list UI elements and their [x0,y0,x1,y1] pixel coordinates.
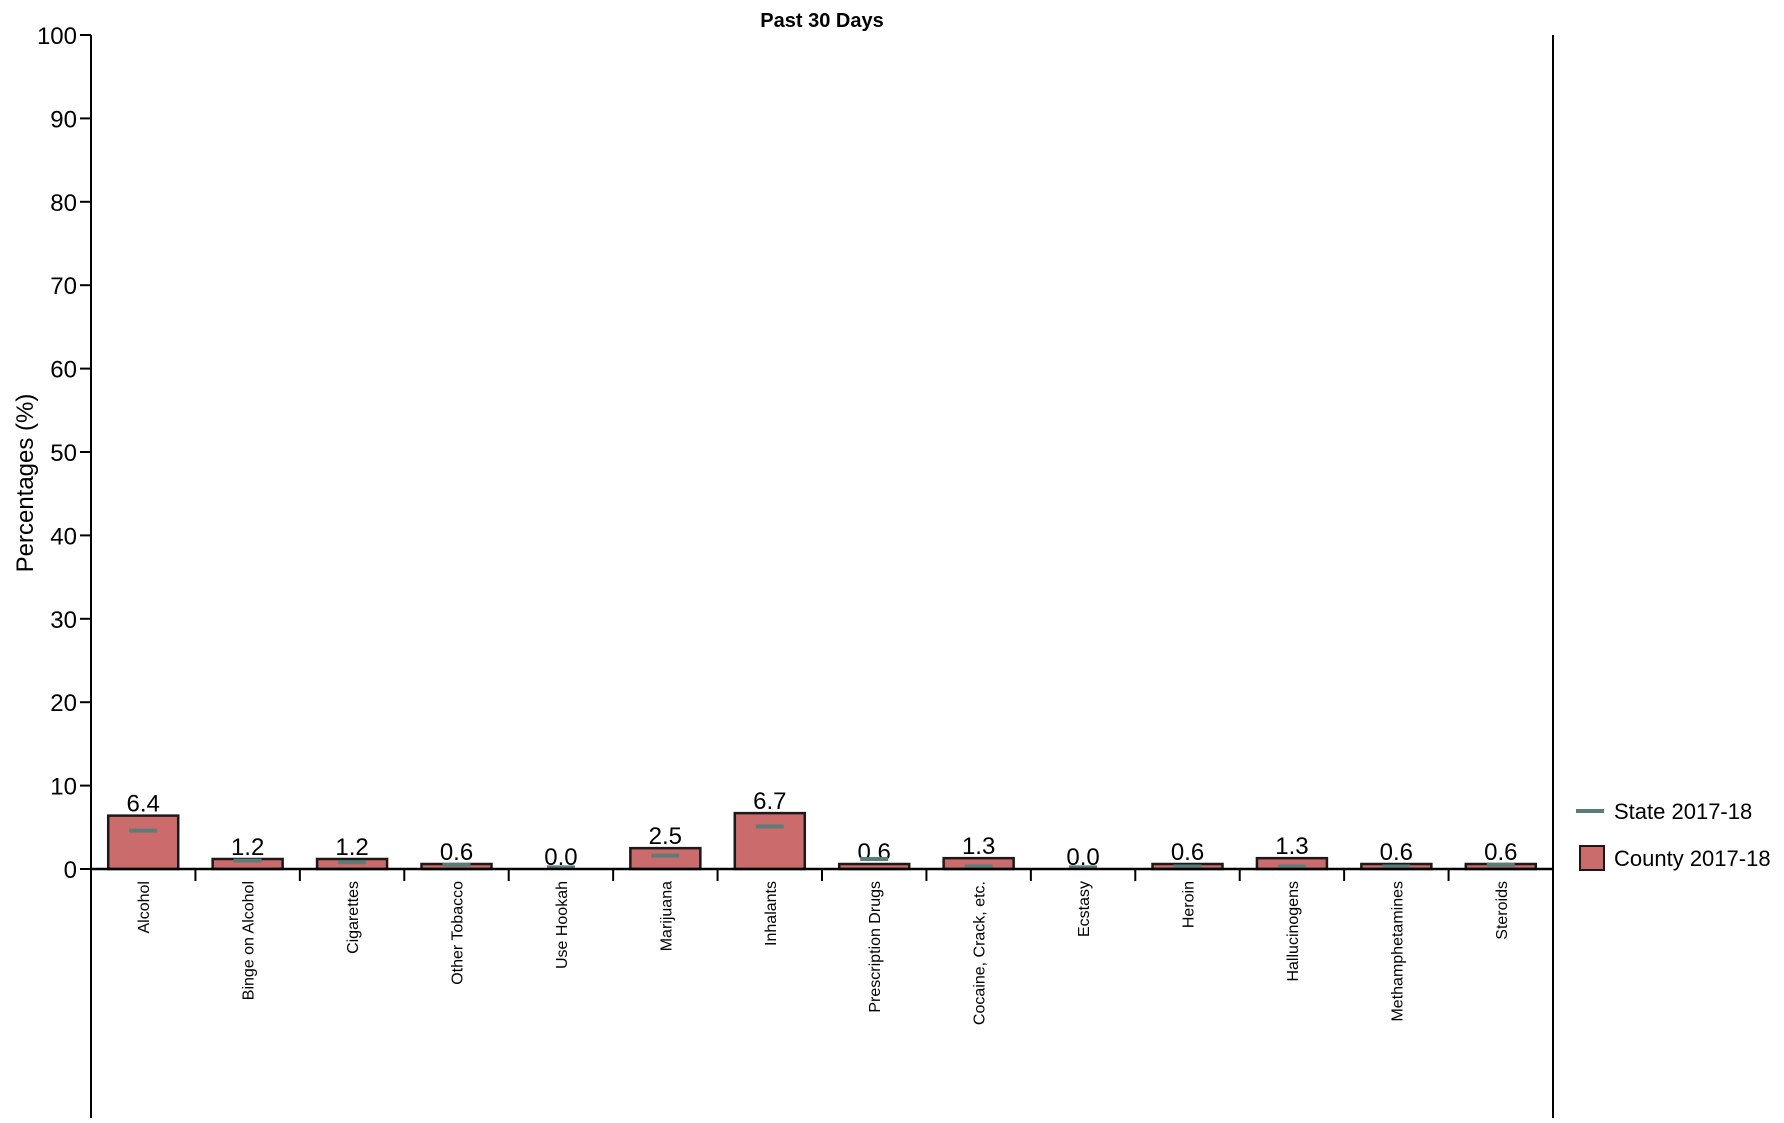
x-tick-label: Marijuana [658,881,675,951]
x-tick-label: Ecstasy [1076,881,1093,937]
x-tick-label: Methamphetamines [1389,881,1406,1022]
bar-county [733,811,807,871]
bar-value-label: 0.6 [1380,839,1413,866]
y-tick-label: 90 [50,106,77,133]
bar-value-label: 6.4 [127,791,160,818]
bar-value-label: 0.6 [1484,839,1517,866]
bars: 6.41.2 1.2 0.6 0.02.56.70.6 1.3 0.0 0.6 1.3 0.6 0… [106,788,1538,871]
legend-state-label: State 2017-18 [1614,799,1752,824]
legend: State 2017-18 County 2017-18 [1576,799,1771,871]
x-tick-label: Cigarettes [345,881,362,954]
x-tick-label: Heroin [1181,881,1198,928]
x-tick-label: Other Tobacco [450,881,467,985]
x-tick-label: Inhalants [763,881,780,946]
bar-value-label: 6.7 [753,788,786,815]
bar-value-label: 1.2 [335,834,368,861]
x-tick-label: Binge on Alcohol [241,881,258,1000]
legend-county-swatch [1579,845,1605,871]
bar-value-label: 2.5 [649,823,682,850]
y-tick-label: 10 [50,774,77,801]
y-tick-label: 0 [64,857,77,884]
y-tick-label: 100 [37,23,77,50]
y-tick-label: 20 [50,690,77,717]
bar-value-label: 1.3 [1275,833,1308,860]
bar-county [629,846,702,871]
y-tick-label: 50 [50,440,77,467]
y-axis: 0 10 20 30 40 50 60 70 80 90 100 [37,23,91,884]
bar-value-label: 1.2 [231,834,264,861]
bar-value-label: 0.6 [858,839,891,866]
bar-value-label: 0.6 [1171,839,1204,866]
x-tick-label: Cocaine, Crack, etc. [972,881,989,1025]
y-tick-label: 40 [50,523,77,550]
x-tick-label: Steroids [1494,881,1511,940]
x-axis: Alcohol Binge on Alcohol Cigarettes Other T… [136,869,1511,1025]
y-tick-label: 70 [50,273,77,300]
x-tick-label: Use Hookah [554,881,571,969]
plot-frame [90,35,1554,1118]
chart-title: Past 30 Days [760,10,883,32]
y-axis-label: Percentages (%) [12,394,39,573]
y-tick-label: 30 [50,607,77,634]
state-markers [129,824,1515,870]
bar-value-label: 0.6 [440,839,473,866]
legend-county-label: County 2017-18 [1614,846,1771,871]
x-tick-label: Prescription Drugs [867,881,884,1013]
bar-county [106,814,180,871]
bar-value-label: 1.3 [962,833,995,860]
y-tick-label: 60 [50,357,77,384]
y-tick-label: 80 [50,190,77,217]
x-tick-label: Alcohol [136,881,153,933]
x-tick-label: Hallucinogens [1285,881,1302,982]
